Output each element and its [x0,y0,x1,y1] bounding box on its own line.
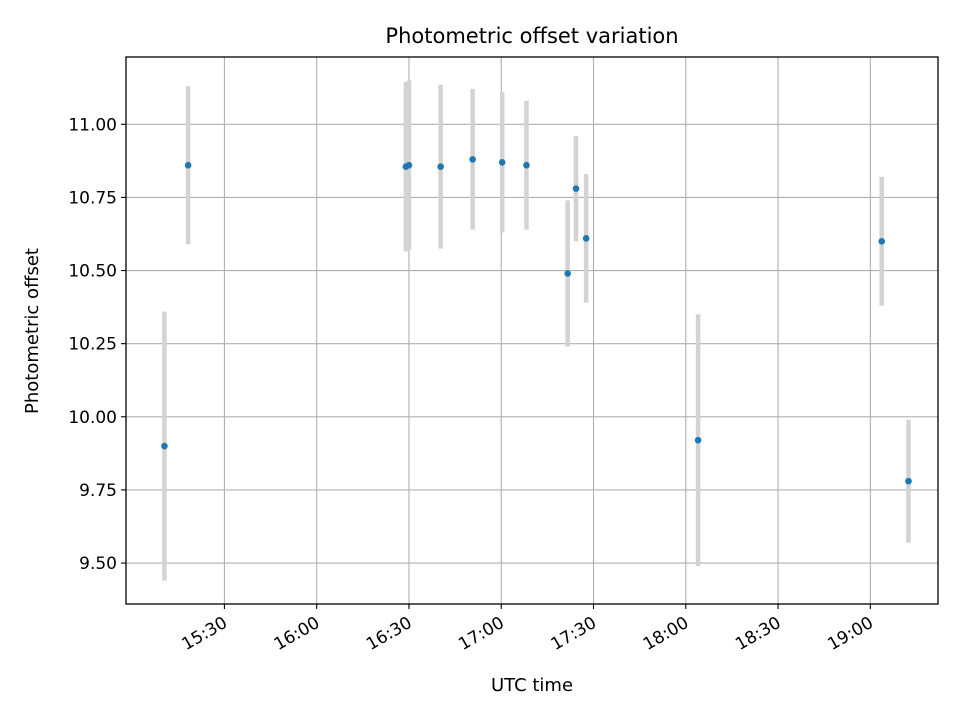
x-tick-label: 18:00 [640,613,692,655]
data-point [469,156,476,163]
data-point [184,161,192,169]
y-tick-label: 10.50 [68,262,117,282]
x-tick-label: 15:30 [178,613,230,655]
y-tick-label: 11.00 [68,115,117,135]
x-tick-label: 17:30 [548,613,600,655]
x-tick-label: 17:00 [455,613,507,655]
y-tick-label: 9.50 [79,554,117,574]
data-point [878,237,886,245]
y-tick-label: 10.75 [68,188,117,208]
data-point [161,442,168,450]
error-bars [162,80,911,581]
x-tick-label: 19:00 [824,613,876,655]
data-points [161,156,912,485]
data-point [523,161,530,169]
plot-frame [125,56,939,605]
data-point [905,477,912,485]
data-point [694,436,702,444]
data-point [437,163,444,170]
y-axis: 9.50 9.75 10.00 10.25 10.50 10.75 11.00 [68,115,126,574]
data-point [564,270,571,277]
x-tick-label: 16:00 [271,613,323,655]
y-tick-label: 10.00 [68,408,117,428]
data-point [582,235,590,242]
x-axis: 15:30 16:00 16:30 17:00 17:30 18:00 18:30 19:00 [178,604,877,655]
y-tick-label: 10.25 [68,335,117,355]
data-point [572,185,580,192]
x-tick-label: 18:30 [732,613,784,655]
chart-title: Photometric offset variation [385,24,678,48]
data-point [405,161,413,169]
data-point [498,159,506,166]
x-tick-label: 16:30 [363,613,415,655]
y-axis-title: Photometric offset [22,248,43,414]
x-axis-title: UTC time [491,675,573,696]
grid [126,57,938,604]
y-tick-label: 9.75 [79,481,117,501]
